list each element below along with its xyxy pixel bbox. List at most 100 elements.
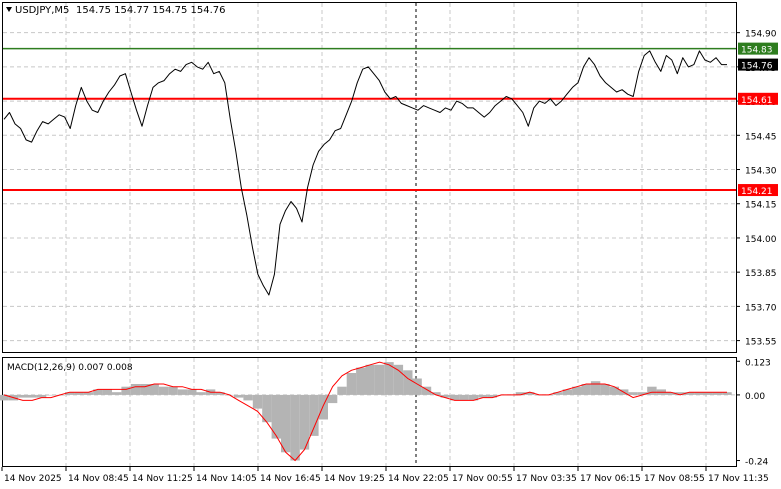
macd-bar [337,386,347,395]
main-price-pane: 154.90154.75154.60154.45154.30154.15154.… [2,2,778,353]
time-tick-label: 14 Nov 22:05 [388,474,449,484]
symbol-label: USDJPY,M5 [15,5,69,16]
price-tick-label: 154.15 [745,201,777,211]
ohlc-values: 154.75 154.77 154.75 154.76 [76,5,226,16]
macd-bar [102,389,112,395]
macd-bar [318,394,328,420]
macd-bar [562,389,573,395]
time-axis: 14 Nov 2025 14 Nov 08:45 14 Nov 11:25 14 No… [1,467,769,484]
macd-bar [440,394,450,398]
macd-bar [684,392,695,395]
macd-bar [694,392,704,395]
macd-bar [27,394,37,398]
time-tick-label: 14 Nov 14:05 [196,474,257,484]
macd-bar [515,392,526,395]
macd-bar [374,364,385,395]
macd-bar [609,386,619,395]
macd-bar [215,392,225,395]
time-tick-label: 17 Nov 03:35 [516,474,577,484]
time-tick-label: 14 Nov 16:45 [260,474,321,484]
macd-bar [393,364,404,395]
macd-bar [243,394,253,401]
macd-bar [356,367,366,395]
macd-axis: 0.123 0.00 -0.24 [737,358,771,468]
macd-bar [290,394,300,461]
macd-bar [600,384,610,395]
macd-bar [703,392,713,395]
macd-bar [309,394,319,436]
macd-bar [450,394,460,401]
level-tag-label: 154.61 [741,96,773,106]
price-tick-label: 153.55 [745,338,777,348]
macd-bar [234,394,244,398]
macd-bar [590,381,601,395]
macd-bar [0,394,9,401]
macd-tick-label: -0.24 [745,458,769,468]
macd-bar [177,389,188,395]
price-tick-label: 154.90 [745,30,777,40]
level-tag-bg [738,92,778,105]
level-tag-label: 154.21 [741,187,773,197]
macd-bar [675,392,685,395]
macd-bar [74,392,84,395]
macd-bar [187,389,197,395]
macd-bar [36,394,47,398]
price-tick-label: 153.70 [745,303,777,313]
macd-tick-label: 0.123 [745,358,771,368]
level-lines [3,47,736,192]
price-tick-label: 153.85 [745,269,777,279]
price-tick-label: 154.45 [745,132,777,142]
main-grid [3,3,736,352]
macd-bar [327,394,338,404]
macd-bar [628,392,638,395]
time-tick-label: 14 Nov 19:25 [324,474,385,484]
macd-bar [93,389,103,395]
macd-bar [130,384,141,395]
main-pane-border [2,2,737,353]
macd-bar [149,384,159,395]
macd-signal-line [3,361,727,462]
macd-bar [712,392,723,395]
current-price-tag-bg [738,58,778,71]
macd-bar [262,394,272,423]
macd-bar [196,392,206,395]
macd-histogram [0,362,732,461]
macd-bar [553,392,563,395]
macd-bar [83,392,94,395]
macd-bar [581,384,591,395]
macd-pane: 0.123 0.00 -0.24 MACD(12,26,9) 0.007 0.008 [0,357,771,468]
macd-bar [384,362,394,395]
macd-bar [121,386,131,395]
dropdown-triangle-icon[interactable] [6,7,12,12]
macd-bar [140,384,150,395]
macd-bar [271,394,281,439]
macd-bar [421,386,432,395]
time-tick-label: 14 Nov 11:25 [132,474,193,484]
macd-bar [252,394,263,409]
macd-bar [525,392,535,395]
macd-bar [468,394,479,401]
time-tick-label: 14 Nov 2025 [4,474,62,484]
time-tick-label: 14 Nov 08:45 [68,474,129,484]
time-tick-label: 17 Nov 11:35 [708,474,769,484]
macd-bar [459,394,469,401]
price-line [3,50,727,296]
macd-bar [478,394,488,398]
macd-bar [572,386,582,395]
macd-bar [647,386,657,395]
level-tag-label: 154.83 [741,46,773,56]
time-tick-label: 17 Nov 08:55 [644,474,705,484]
chart-header: USDJPY,M5 154.75 154.77 154.75 154.76 [6,5,226,16]
macd-bar [299,394,310,450]
macd-bar [46,394,56,396]
price-tick-label: 154.00 [745,235,777,245]
current-price-label: 154.76 [741,62,773,72]
price-tags: 154.83 154.61 154.21 154.76 [738,42,778,197]
macd-tick-label: 0.00 [745,392,765,402]
time-tick-label: 17 Nov 00:55 [452,474,513,484]
macd-label: MACD(12,26,9) 0.007 0.008 [7,363,133,373]
macd-bar [431,392,441,395]
macd-bar [346,373,357,395]
macd-bar [666,392,676,395]
macd-bar [412,378,422,395]
